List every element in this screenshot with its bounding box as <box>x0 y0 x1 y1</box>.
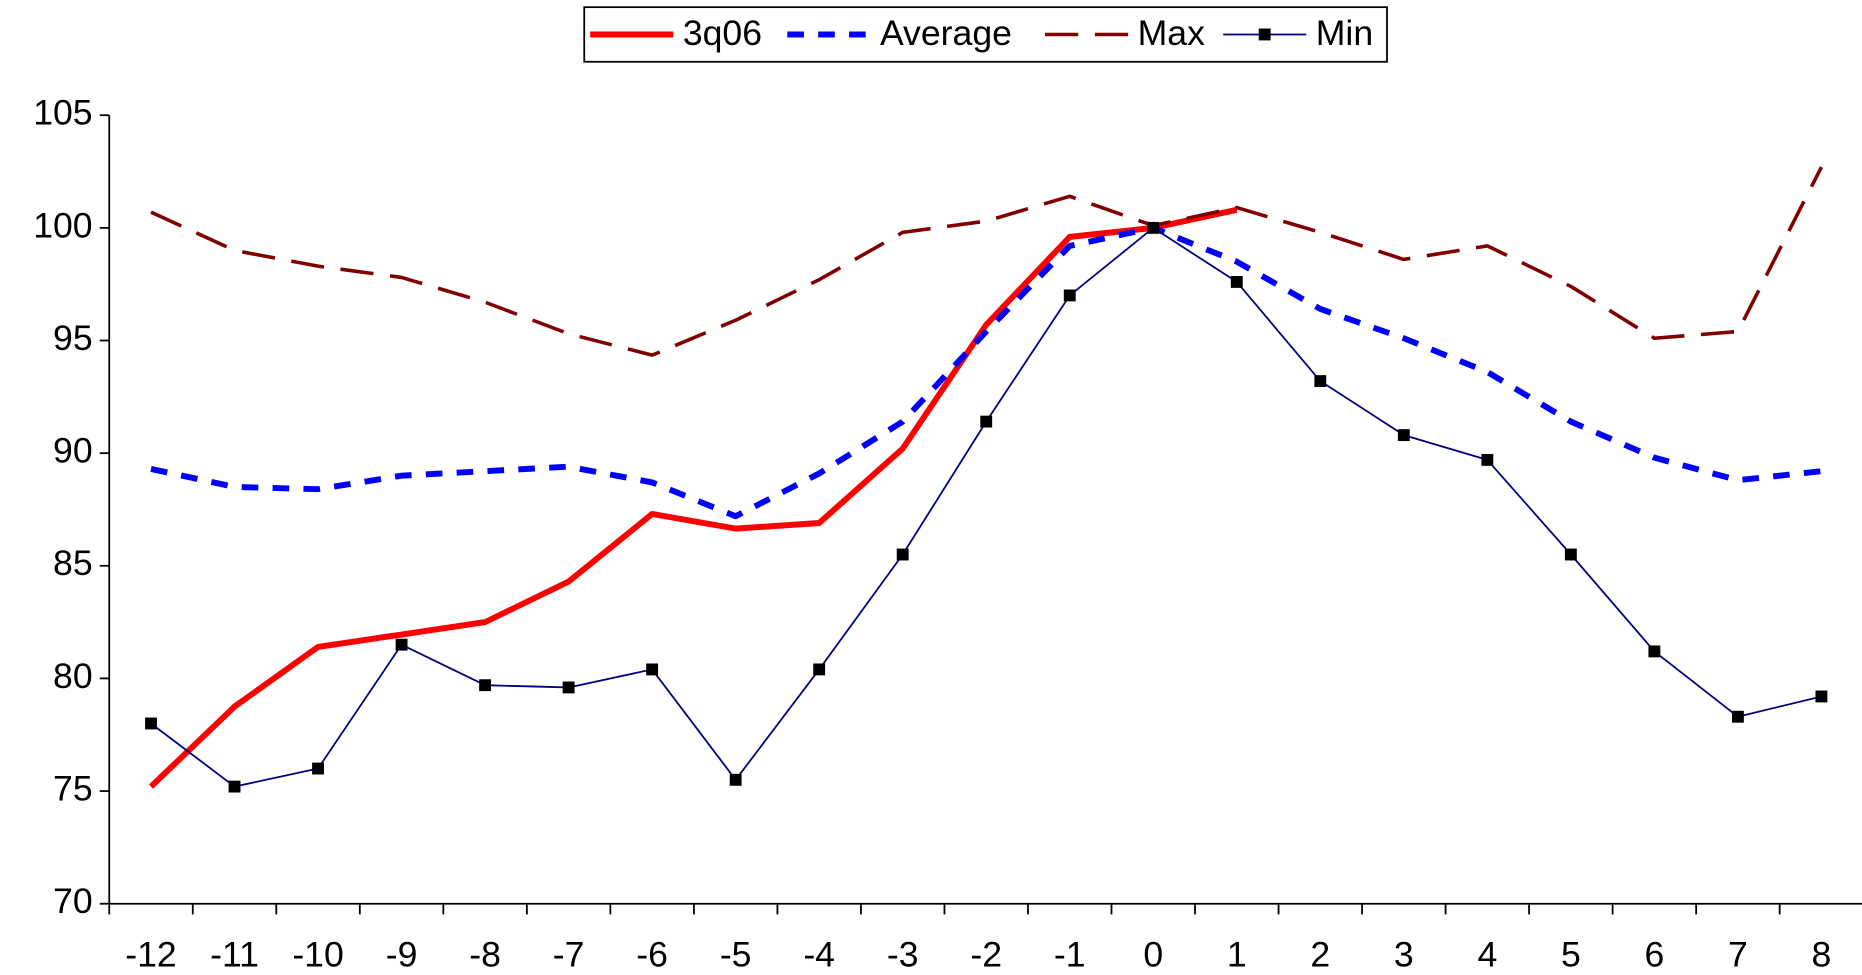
point-marker <box>479 679 492 692</box>
x-tick-label: 3 <box>1394 935 1414 975</box>
x-tick-label: 1 <box>1227 935 1247 975</box>
series-line <box>148 206 1238 789</box>
point-marker <box>562 681 575 694</box>
point-marker <box>1481 453 1494 466</box>
point-marker <box>1063 289 1076 302</box>
point-marker <box>145 717 157 730</box>
y-tick-label: 85 <box>53 543 93 583</box>
point-marker <box>1731 710 1744 723</box>
x-tick-label: -1 <box>1054 935 1086 975</box>
x-tick-label: -11 <box>210 935 259 975</box>
series-line <box>150 224 1822 520</box>
x-tick-label: 7 <box>1728 935 1748 975</box>
point-marker <box>646 663 659 676</box>
point-marker <box>1648 645 1661 658</box>
point-marker <box>729 773 742 786</box>
x-tick-label: -7 <box>553 935 585 975</box>
x-tick-label: -6 <box>636 935 668 975</box>
x-tick-label: 5 <box>1561 935 1581 975</box>
x-tick-label: -2 <box>970 935 1002 975</box>
point-marker <box>1564 548 1577 561</box>
x-tick-label: 0 <box>1143 935 1163 975</box>
legend-marker <box>1258 28 1271 41</box>
y-tick-label: 70 <box>53 881 93 921</box>
point-marker <box>1230 275 1243 288</box>
legend-label: 3q06 <box>683 13 762 53</box>
legend-label: Min <box>1316 13 1373 53</box>
point-marker <box>896 548 909 561</box>
point-marker <box>395 638 408 651</box>
series-line <box>150 166 1824 357</box>
point-marker <box>1397 429 1410 442</box>
point-marker <box>312 762 324 775</box>
point-marker <box>980 415 993 428</box>
y-tick-label: 90 <box>53 431 93 471</box>
x-tick-label: -12 <box>125 935 176 975</box>
y-tick-label: 105 <box>33 93 92 133</box>
x-tick-label: -3 <box>887 935 919 975</box>
y-tick-label: 95 <box>53 318 93 358</box>
x-tick-label: -10 <box>292 935 343 975</box>
y-tick-label: 100 <box>33 205 92 245</box>
x-tick-label: 4 <box>1477 935 1497 975</box>
point-marker <box>1314 375 1327 387</box>
point-marker <box>1147 221 1160 234</box>
x-tick-label: -8 <box>469 935 501 975</box>
point-marker <box>1815 690 1828 703</box>
x-tick-label: -5 <box>720 935 752 975</box>
series-line <box>150 226 1822 788</box>
point-marker <box>813 663 826 676</box>
legend-label: Average <box>880 13 1012 53</box>
x-tick-label: -4 <box>803 935 835 975</box>
y-tick-label: 80 <box>53 656 93 696</box>
y-tick-label: 75 <box>53 768 93 808</box>
x-tick-label: 2 <box>1310 935 1330 975</box>
x-tick-label: -9 <box>386 935 418 975</box>
x-tick-label: 6 <box>1644 935 1664 975</box>
point-marker <box>228 780 241 793</box>
legend-label: Max <box>1138 13 1205 53</box>
x-tick-label: 8 <box>1812 935 1832 975</box>
